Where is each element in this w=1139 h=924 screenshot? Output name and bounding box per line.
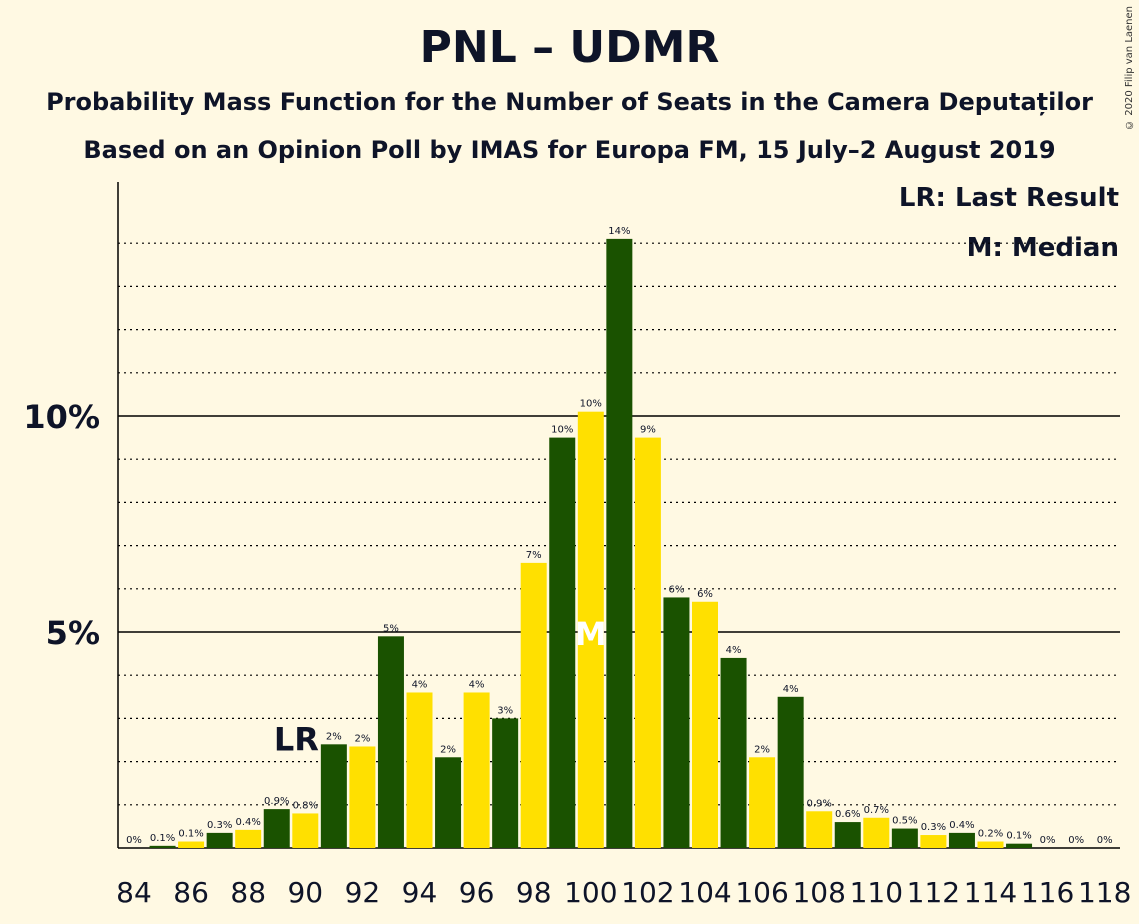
bar <box>863 817 890 848</box>
chart-subtitle-1: Probability Mass Function for the Number… <box>46 88 1093 116</box>
bar-value-label: 7% <box>526 550 542 561</box>
x-tick-label: 94 <box>402 876 438 909</box>
bar <box>492 718 519 848</box>
bar-value-label: 0.2% <box>978 829 1003 840</box>
x-tick-label: 84 <box>116 876 152 909</box>
x-tick-label: 106 <box>735 876 788 909</box>
bar <box>178 841 205 848</box>
bar <box>606 238 633 848</box>
bar-value-label: 0.6% <box>835 809 860 820</box>
bar <box>235 829 262 848</box>
bar <box>149 845 176 848</box>
bar-value-label: 4% <box>726 645 742 656</box>
legend-last-result: LR: Last Result <box>898 183 1119 213</box>
bar-value-label: 14% <box>608 226 630 237</box>
bar-value-label: 5% <box>383 623 399 634</box>
bar <box>263 809 290 848</box>
bar-value-label: 0.1% <box>1006 831 1031 842</box>
bar-value-label: 0.1% <box>150 833 175 844</box>
bar <box>292 813 319 848</box>
x-tick-label: 86 <box>173 876 209 909</box>
x-tick-label: 100 <box>564 876 617 909</box>
bar <box>891 828 918 848</box>
x-tick-label: 112 <box>907 876 960 909</box>
bar-value-label: 0.1% <box>178 829 203 840</box>
bar-value-label: 10% <box>580 399 602 410</box>
bar-value-label: 2% <box>754 744 770 755</box>
x-tick-label: 88 <box>230 876 266 909</box>
bar-value-label: 0.9% <box>264 796 289 807</box>
bar <box>549 437 576 848</box>
x-tick-label: 118 <box>1078 876 1131 909</box>
x-tick-label: 90 <box>287 876 323 909</box>
bar <box>377 636 404 848</box>
bar-value-label: 0% <box>1097 835 1113 846</box>
y-tick-label: 5% <box>46 614 100 652</box>
legend-median: M: Median <box>966 233 1119 263</box>
x-tick-label: 114 <box>964 876 1017 909</box>
bar-value-label: 10% <box>551 425 573 436</box>
bar <box>349 746 376 848</box>
x-tick-label: 104 <box>678 876 731 909</box>
bar <box>463 692 490 848</box>
bar-value-label: 0% <box>126 835 142 846</box>
bar-value-label: 0.7% <box>864 805 889 816</box>
bar-value-label: 0.3% <box>921 822 946 833</box>
bar-value-label: 0% <box>1068 835 1084 846</box>
bar <box>834 822 861 848</box>
bar-value-label: 3% <box>497 705 513 716</box>
bar <box>520 562 547 848</box>
bar-value-label: 2% <box>326 731 342 742</box>
bar-value-label: 0.3% <box>207 820 232 831</box>
bar <box>749 757 776 848</box>
bar-value-label: 0.5% <box>892 816 917 827</box>
bar-value-label: 4% <box>412 679 428 690</box>
median-marker: M <box>575 615 607 653</box>
bar-value-label: 4% <box>783 684 799 695</box>
bar-value-label: 4% <box>469 679 485 690</box>
x-tick-label: 108 <box>792 876 845 909</box>
bar-value-label: 0.4% <box>235 817 260 828</box>
x-tick-label: 102 <box>621 876 674 909</box>
bar <box>806 811 833 848</box>
bar <box>920 835 947 848</box>
x-tick-label: 98 <box>516 876 552 909</box>
bar-value-label: 0% <box>1040 835 1056 846</box>
y-tick-label: 10% <box>23 398 100 436</box>
x-tick-label: 116 <box>1021 876 1074 909</box>
x-tick-label: 96 <box>459 876 495 909</box>
bar <box>977 841 1004 848</box>
bar <box>777 696 804 848</box>
bar-value-label: 0.9% <box>806 798 831 809</box>
last-result-marker: LR <box>274 720 319 758</box>
chart-title: PNL – UDMR <box>419 22 720 73</box>
bar-value-label: 6% <box>669 584 685 595</box>
bar <box>577 411 604 848</box>
bar <box>206 832 233 848</box>
bar <box>720 657 747 848</box>
bar <box>435 757 462 848</box>
bar <box>663 597 690 848</box>
bar <box>634 437 661 848</box>
bar <box>406 692 433 848</box>
chart-subtitle-2: Based on an Opinion Poll by IMAS for Eur… <box>83 136 1056 164</box>
bar-value-label: 6% <box>697 589 713 600</box>
bar <box>1006 843 1033 848</box>
bar-value-label: 2% <box>354 733 370 744</box>
bar <box>692 601 718 848</box>
x-tick-label: 92 <box>345 876 381 909</box>
bar <box>948 832 975 848</box>
x-tick-label: 110 <box>850 876 903 909</box>
bar-value-label: 0.8% <box>293 800 318 811</box>
bar-value-label: 2% <box>440 744 456 755</box>
bar <box>320 744 347 848</box>
bar-value-label: 9% <box>640 425 656 436</box>
bar-value-label: 0.4% <box>949 820 974 831</box>
